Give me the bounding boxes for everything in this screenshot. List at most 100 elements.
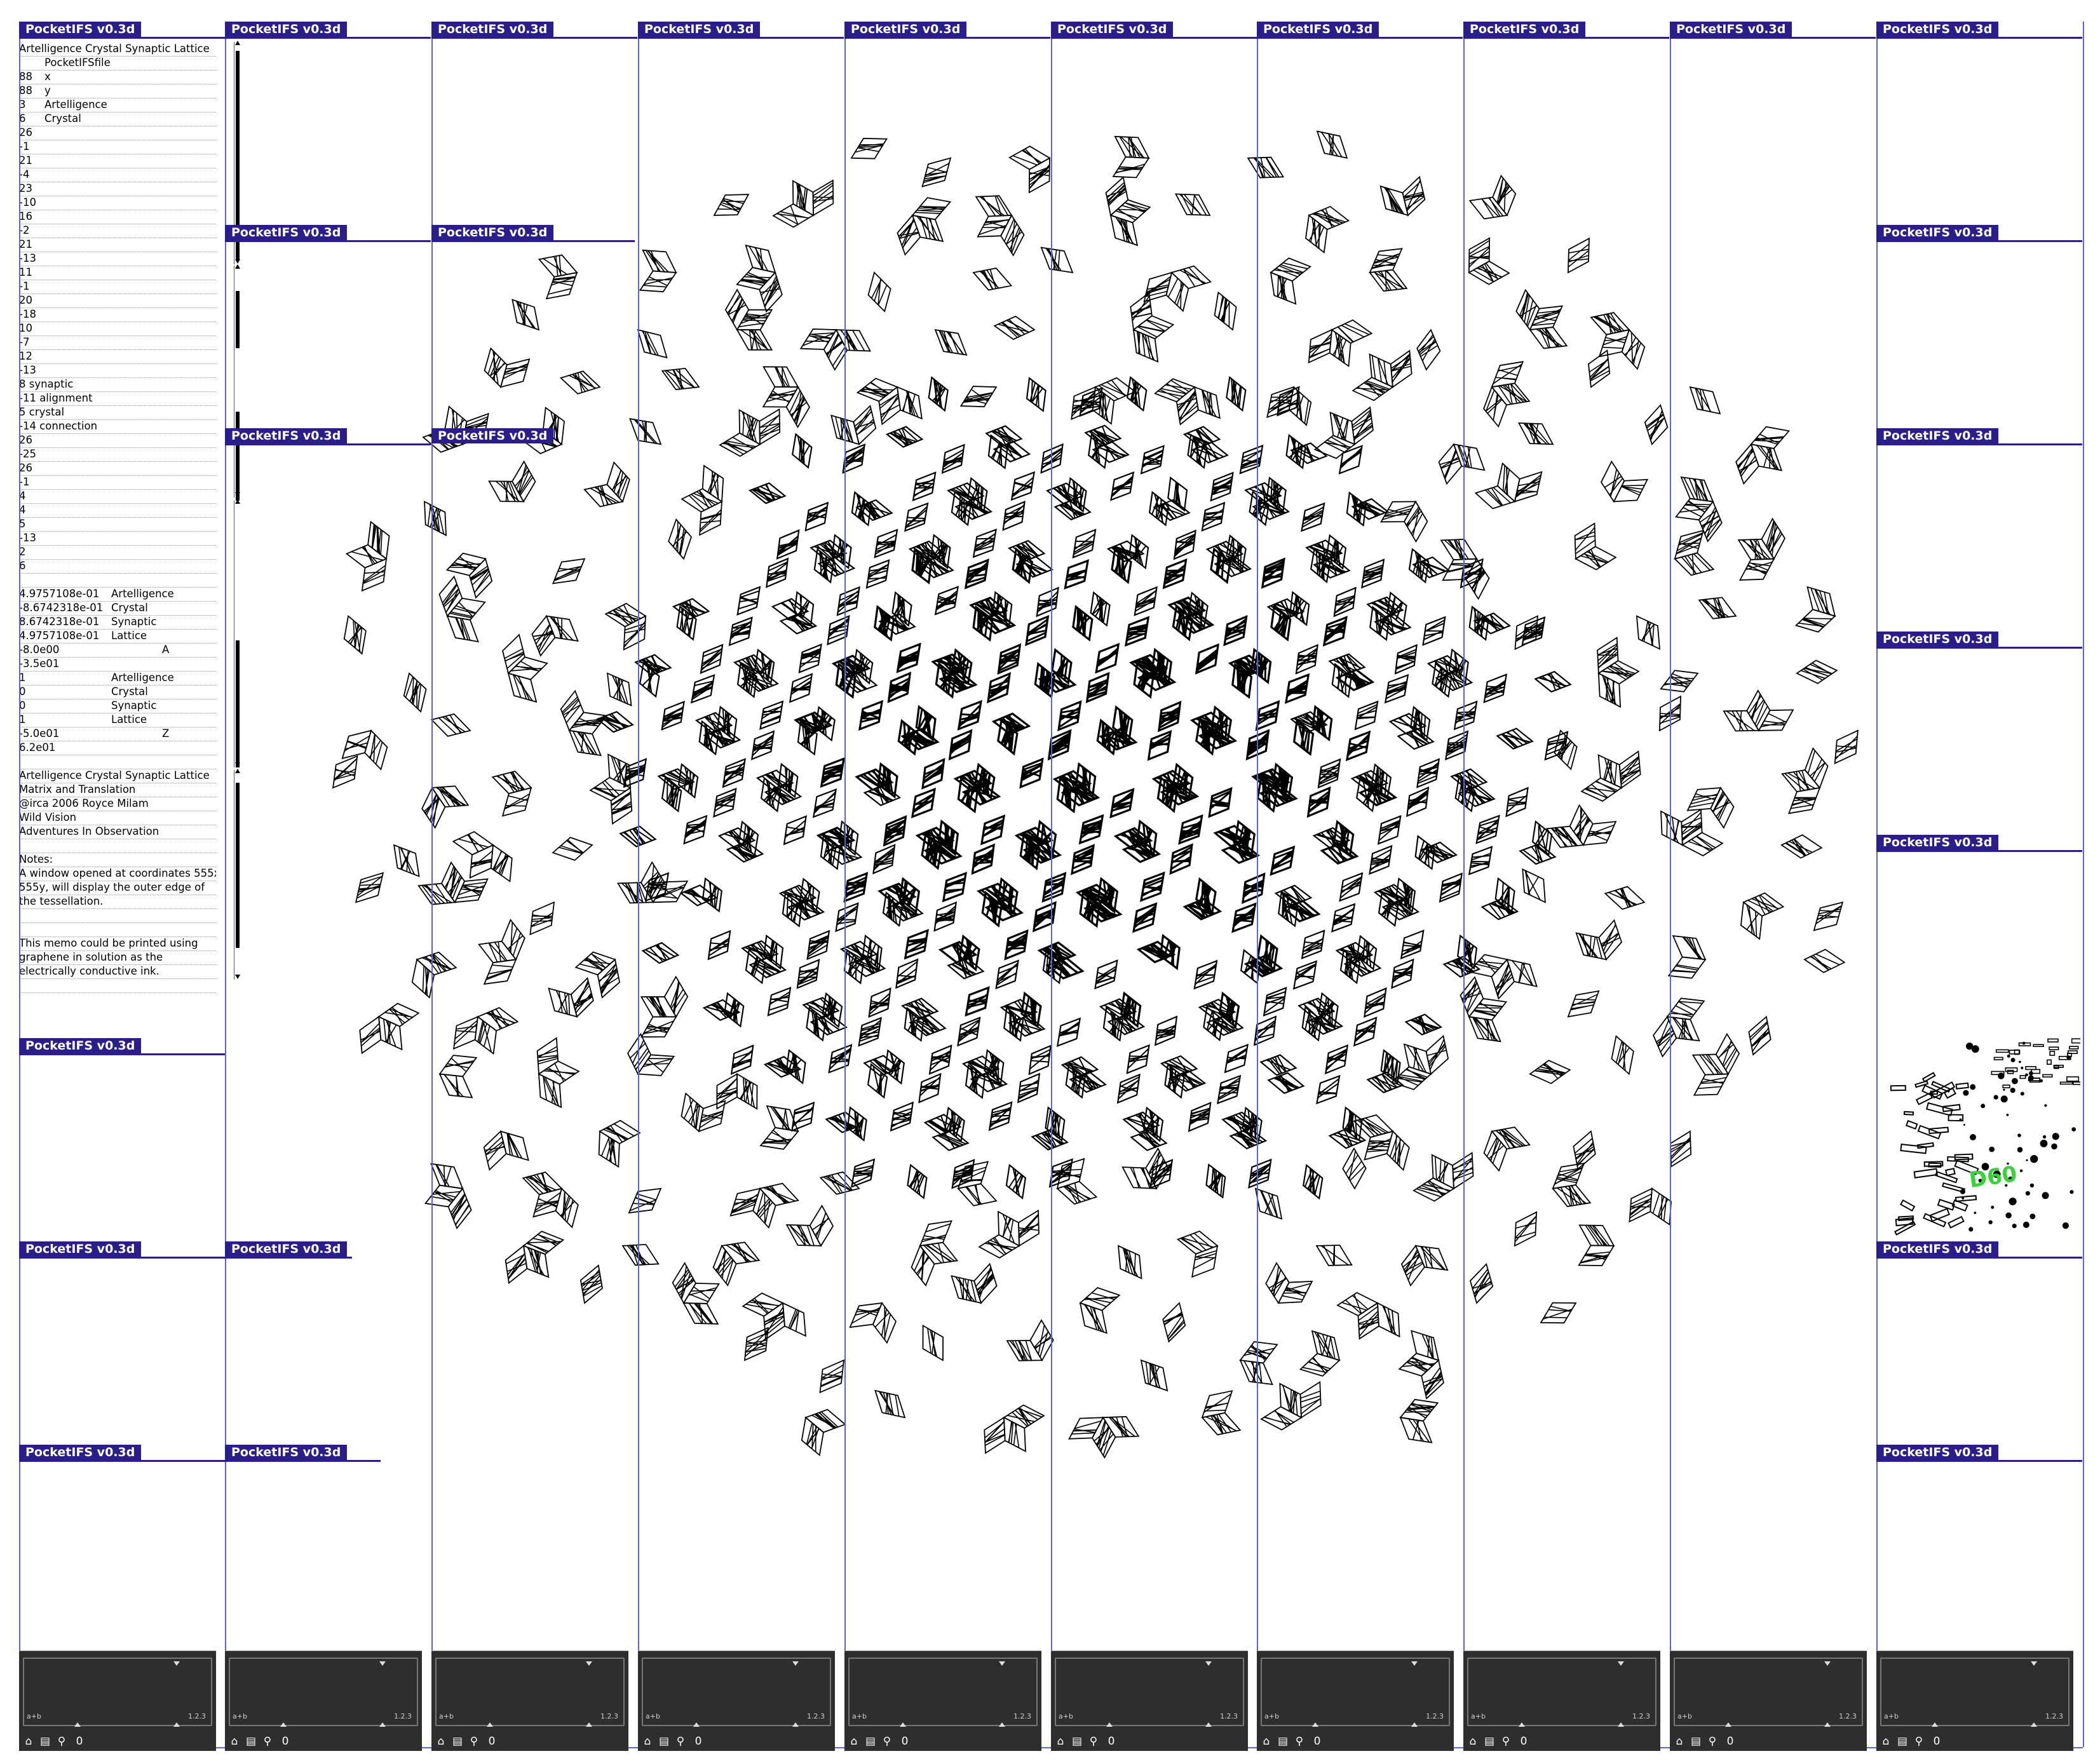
memo-line[interactable]: 6 — [19, 559, 216, 574]
window-title-bar[interactable]: PocketIFS v0.3d — [638, 22, 761, 37]
memo-line[interactable]: 10 — [19, 321, 216, 336]
control-panel[interactable]: a+b 1.2.3 ⌂ ▤ ⚲ 0 — [1257, 1651, 1454, 1751]
memo-line[interactable]: -1 — [19, 140, 216, 154]
memo-line[interactable]: -11 alignment — [19, 391, 216, 406]
home-icon[interactable]: ⌂ — [231, 1735, 238, 1748]
memo-line[interactable]: This memo could be printed using — [19, 936, 216, 951]
home-icon[interactable]: ⌂ — [437, 1735, 445, 1748]
magnifier-icon[interactable]: ⚲ — [1708, 1735, 1717, 1748]
memo-line[interactable]: 4 — [19, 489, 216, 504]
memo-line[interactable]: graphene in solution as the — [19, 950, 216, 965]
memo-line[interactable]: 0 Crystal — [19, 685, 216, 699]
control-panel[interactable]: a+b 1.2.3 ⌂ ▤ ⚲ 0 — [431, 1651, 628, 1751]
window-title-bar[interactable]: PocketIFS v0.3d — [1463, 22, 1586, 37]
magnifier-icon[interactable]: ⚲ — [1089, 1735, 1098, 1748]
window-title-bar[interactable]: PocketIFS v0.3d — [225, 225, 348, 240]
file-icon[interactable]: ▤ — [1484, 1735, 1495, 1748]
preview-box[interactable] — [642, 1658, 831, 1726]
memo-scrollbar[interactable] — [234, 264, 241, 501]
scroll-up-icon[interactable] — [235, 769, 240, 773]
memo-line[interactable]: A window opened at coordinates 555x, — [19, 867, 216, 881]
home-icon[interactable]: ⌂ — [1057, 1735, 1064, 1748]
window-title-bar[interactable]: PocketIFS v0.3d — [1876, 835, 1999, 850]
preview-box[interactable] — [1467, 1658, 1656, 1726]
scrollbar-thumb[interactable] — [236, 291, 240, 348]
file-icon[interactable]: ▤ — [1690, 1735, 1702, 1748]
memo-line[interactable]: 3 Artelligence — [19, 98, 216, 112]
home-icon[interactable]: ⌂ — [1469, 1735, 1477, 1748]
window-title-bar[interactable]: PocketIFS v0.3d — [225, 1445, 348, 1460]
scroll-up-icon[interactable] — [235, 499, 240, 504]
file-icon[interactable]: ▤ — [452, 1735, 463, 1748]
memo-line[interactable]: 4.9757108e-01 Lattice — [19, 629, 216, 644]
preview-box[interactable] — [435, 1658, 625, 1726]
memo-line[interactable]: 8.6742318e-01 Synaptic — [19, 615, 216, 630]
memo-line[interactable]: the tessellation. — [19, 895, 216, 909]
window-title-bar[interactable]: PocketIFS v0.3d — [1876, 632, 1999, 647]
memo-line[interactable]: -7 — [19, 335, 216, 350]
home-icon[interactable]: ⌂ — [850, 1735, 858, 1748]
scroll-down-icon[interactable] — [235, 762, 240, 767]
memo-line[interactable]: 88 x — [19, 70, 216, 84]
file-icon[interactable]: ▤ — [1277, 1735, 1289, 1748]
window-title-bar[interactable]: PocketIFS v0.3d — [225, 22, 348, 37]
scroll-down-icon[interactable] — [235, 492, 240, 497]
memo-line[interactable]: Wild Vision — [19, 811, 216, 825]
memo-line[interactable]: Notes: — [19, 853, 216, 867]
memo-line[interactable]: -13 — [19, 363, 216, 378]
window-title-bar[interactable]: PocketIFS v0.3d — [1876, 1241, 1999, 1257]
memo-line[interactable]: electrically conductive ink. — [19, 964, 216, 979]
memo-line[interactable]: -13 — [19, 531, 216, 546]
memo-line[interactable]: 26 — [19, 433, 216, 448]
window-title-bar[interactable]: PocketIFS v0.3d — [844, 22, 967, 37]
magnifier-icon[interactable]: ⚲ — [263, 1735, 272, 1748]
home-icon[interactable]: ⌂ — [644, 1735, 651, 1748]
control-panel[interactable]: a+b 1.2.3 ⌂ ▤ ⚲ 0 — [638, 1651, 835, 1751]
window-title-bar[interactable]: PocketIFS v0.3d — [19, 1038, 142, 1053]
memo-line[interactable]: -5.0e01 Z — [19, 727, 216, 741]
control-panel[interactable]: a+b 1.2.3 ⌂ ▤ ⚲ 0 — [1463, 1651, 1660, 1751]
scroll-down-icon[interactable] — [235, 975, 240, 979]
magnifier-icon[interactable]: ⚲ — [57, 1735, 66, 1748]
memo-line[interactable]: -1 — [19, 280, 216, 294]
memo-line[interactable]: -4 — [19, 168, 216, 182]
memo-scrollbar[interactable] — [234, 499, 241, 767]
window-title-bar[interactable]: PocketIFS v0.3d — [431, 428, 554, 443]
window-title-bar[interactable]: PocketIFS v0.3d — [19, 1241, 142, 1257]
preview-box[interactable] — [229, 1658, 418, 1726]
memo-line[interactable]: PocketIFSfile — [19, 56, 216, 71]
memo-line[interactable]: 0 Synaptic — [19, 699, 216, 713]
file-icon[interactable]: ▤ — [658, 1735, 670, 1748]
preview-box[interactable] — [23, 1658, 212, 1726]
preview-box[interactable] — [848, 1658, 1038, 1726]
memo-line[interactable]: -18 — [19, 307, 216, 322]
window-title-bar[interactable]: PocketIFS v0.3d — [1051, 22, 1174, 37]
memo-scrollbar[interactable] — [234, 41, 241, 264]
memo-line[interactable]: 1 Lattice — [19, 713, 216, 727]
window-title-bar[interactable]: PocketIFS v0.3d — [1257, 22, 1379, 37]
memo-line[interactable] — [19, 839, 216, 853]
window-title-bar[interactable]: PocketIFS v0.3d — [1876, 225, 1999, 240]
file-icon[interactable]: ▤ — [1071, 1735, 1083, 1748]
memo-line[interactable]: 2 — [19, 545, 216, 560]
memo-line[interactable]: 555y, will display the outer edge of — [19, 881, 216, 895]
memo-scrollbar[interactable] — [234, 769, 241, 980]
window-title-bar[interactable]: PocketIFS v0.3d — [1876, 428, 1999, 443]
magnifier-icon[interactable]: ⚲ — [1914, 1735, 1923, 1748]
memo-line[interactable]: 6 Crystal — [19, 112, 216, 126]
memo-line[interactable]: Matrix and Translation — [19, 783, 216, 797]
memo-line[interactable]: -8.0e00 A — [19, 643, 216, 658]
memo-line[interactable]: 23 — [19, 182, 216, 196]
scroll-up-icon[interactable] — [235, 41, 240, 45]
memo-line[interactable]: -13 — [19, 252, 216, 266]
magnifier-icon[interactable]: ⚲ — [1501, 1735, 1510, 1748]
home-icon[interactable]: ⌂ — [1882, 1735, 1890, 1748]
scrollbar-thumb[interactable] — [236, 640, 240, 767]
memo-line[interactable]: 8 synaptic — [19, 377, 216, 392]
memo-line[interactable]: 11 — [19, 266, 216, 280]
magnifier-icon[interactable]: ⚲ — [470, 1735, 478, 1748]
preview-box[interactable] — [1880, 1658, 2070, 1726]
memo-line[interactable]: -2 — [19, 224, 216, 238]
window-title-bar[interactable]: PocketIFS v0.3d — [1876, 1445, 1999, 1460]
memo-line[interactable]: 4.9757108e-01 Artelligence — [19, 587, 216, 602]
